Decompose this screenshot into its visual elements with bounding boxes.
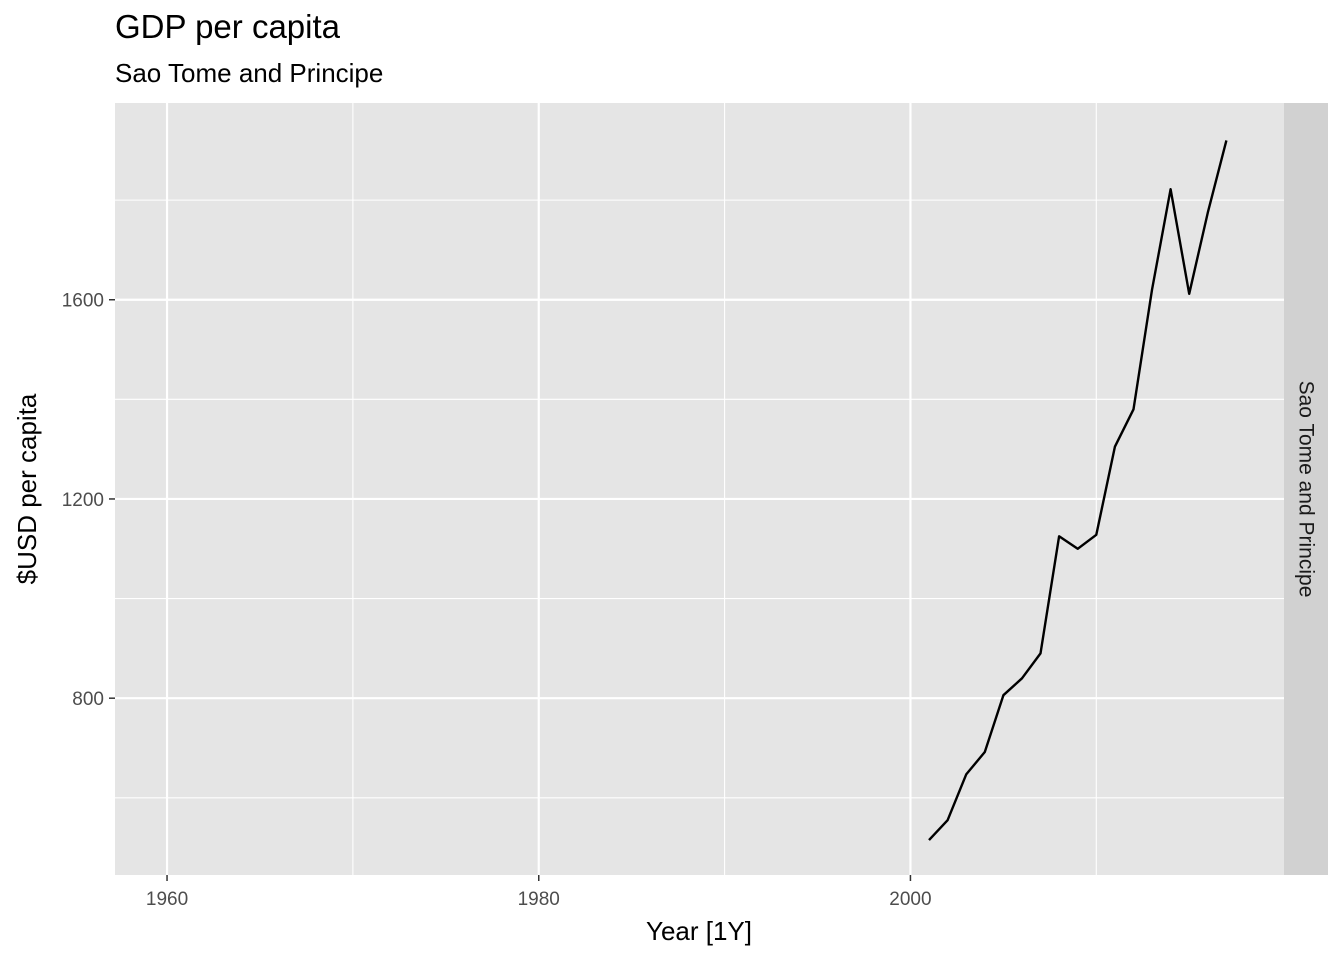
grid-major	[115, 103, 1284, 875]
facet-strip-label: Sao Tome and Principe	[1295, 381, 1318, 598]
facet-strip	[1284, 103, 1328, 875]
y-axis-title: $USD per capita	[12, 393, 42, 584]
y-tick-label: 1200	[62, 490, 104, 511]
x-tick-label: 2000	[889, 889, 931, 910]
series-line	[928, 140, 1228, 841]
plot-panel	[115, 103, 1284, 875]
grid-minor	[115, 103, 1284, 875]
chart-title: GDP per capita	[115, 8, 341, 45]
series-layer	[928, 140, 1228, 841]
y-axis: 800 1200 1600	[62, 291, 115, 710]
x-tick-label: 1980	[518, 889, 560, 910]
x-tick-label: 1960	[146, 889, 188, 910]
chart-subtitle: Sao Tome and Principe	[115, 58, 384, 88]
y-tick-label: 1600	[62, 291, 104, 312]
x-axis: 1960 1980 2000	[146, 875, 932, 910]
y-tick-label: 800	[72, 689, 104, 710]
x-axis-title: Year [1Y]	[646, 916, 752, 946]
